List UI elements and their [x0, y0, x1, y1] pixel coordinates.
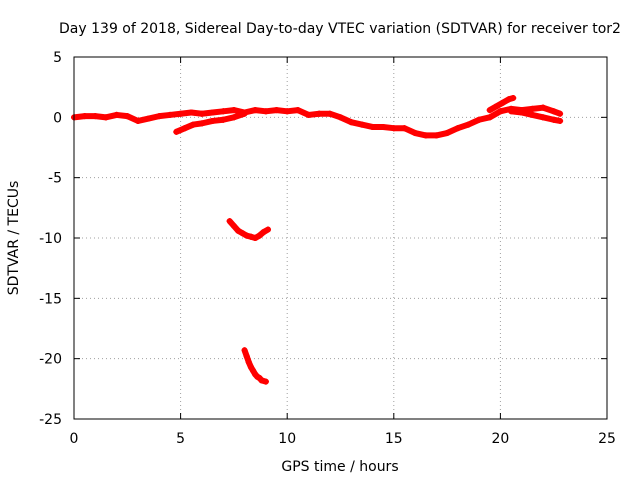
x-tick-label: 15: [385, 431, 403, 447]
y-tick-label: -5: [48, 171, 62, 187]
y-axis-ticks: 5 0 -5 -10 -15 -20 -25: [39, 50, 607, 428]
y-axis-label: SDTVAR / TECUs: [6, 181, 22, 296]
plot-frame: [73, 56, 608, 420]
y-tick-label: -20: [39, 352, 62, 368]
grid: [74, 57, 607, 419]
y-tick-label: 5: [53, 50, 62, 66]
data-points: [71, 95, 564, 385]
series-main-track: [71, 104, 564, 139]
data-point: [510, 95, 517, 102]
x-tick-label: 20: [491, 431, 509, 447]
series-segment-near-minus-10: [226, 218, 272, 241]
y-tick-label: -10: [39, 231, 62, 247]
series-lower-branch: [173, 110, 248, 135]
x-axis-label: GPS time / hours: [281, 459, 398, 475]
series-late-branch: [508, 108, 564, 124]
y-tick-label: 0: [53, 110, 62, 126]
y-tick-label: -15: [39, 291, 62, 307]
y-tick-label: -25: [39, 412, 62, 428]
series-upper-branch: [486, 95, 517, 114]
data-point: [557, 117, 564, 124]
data-point: [241, 110, 248, 117]
data-point: [265, 226, 272, 233]
x-tick-label: 5: [176, 431, 185, 447]
x-tick-label: 10: [278, 431, 296, 447]
x-tick-label: 25: [598, 431, 616, 447]
chart-title: Day 139 of 2018, Sidereal Day-to-day VTE…: [59, 21, 621, 37]
x-tick-label: 0: [70, 431, 79, 447]
data-point: [262, 378, 269, 385]
series-segment-near-minus-20: [241, 347, 269, 385]
data-point: [557, 110, 564, 117]
